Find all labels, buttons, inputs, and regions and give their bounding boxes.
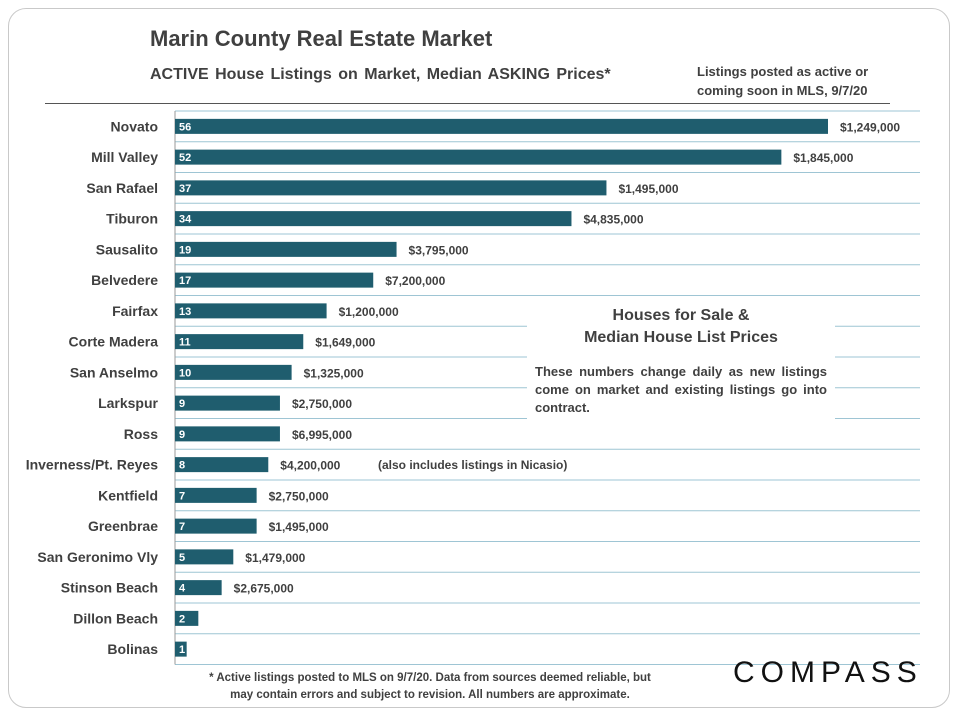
- bar: [175, 487, 257, 503]
- bar: [175, 272, 374, 288]
- bar: [175, 241, 397, 257]
- posted-date-note: Listings posted as active or coming soon…: [697, 62, 927, 100]
- bar: [175, 180, 607, 196]
- bar: [175, 364, 292, 380]
- bar: [175, 518, 257, 534]
- price-label: $1,249,000: [840, 120, 900, 134]
- bar-count-label: 13: [179, 306, 191, 318]
- bar: [175, 610, 199, 626]
- info-callout: Houses for Sale & Median House List Pric…: [527, 303, 835, 423]
- chart-subtitle: ACTIVE House Listings on Market, Median …: [150, 66, 611, 83]
- price-label: $4,200,000: [280, 459, 340, 473]
- bar-count-label: 19: [179, 244, 191, 256]
- chart-title: Marin County Real Estate Market: [150, 26, 493, 51]
- price-label: $2,675,000: [234, 582, 294, 596]
- posted-note-line-2: coming soon in MLS, 9/7/20: [697, 83, 868, 98]
- bar-count-label: 52: [179, 152, 191, 164]
- bar-count-label: 37: [179, 183, 191, 195]
- bar: [175, 641, 187, 657]
- bar-count-label: 1: [179, 644, 185, 656]
- bar: [175, 211, 572, 227]
- category-label: Corte Madera: [69, 334, 159, 350]
- price-label: $1,649,000: [315, 336, 375, 350]
- bar: [175, 334, 304, 350]
- bar-count-label: 4: [179, 583, 186, 595]
- category-label: Larkspur: [98, 395, 158, 411]
- nicasio-note: (also includes listings in Nicasio): [378, 458, 568, 472]
- category-label: Stinson Beach: [61, 580, 158, 596]
- bar-count-label: 8: [179, 460, 185, 472]
- footnote-line-2: may contain errors and subject to revisi…: [230, 689, 630, 701]
- category-label: Dillon Beach: [73, 610, 158, 626]
- category-label: San Anselmo: [70, 364, 158, 380]
- bar-count-label: 7: [179, 490, 185, 502]
- category-label: San Geronimo Vly: [37, 549, 158, 565]
- bar: [175, 395, 280, 411]
- footnote-line-1: * Active listings posted to MLS on 9/7/2…: [209, 672, 651, 684]
- bar-count-label: 34: [179, 214, 192, 226]
- category-label: Bolinas: [107, 641, 158, 657]
- price-label: $1,325,000: [304, 366, 364, 380]
- price-label: $1,495,000: [618, 182, 678, 196]
- category-label: Belvedere: [91, 272, 158, 288]
- bar: [175, 426, 280, 442]
- price-label: $1,479,000: [245, 551, 305, 565]
- category-label: Mill Valley: [91, 149, 158, 165]
- category-label: Kentfield: [98, 487, 158, 503]
- callout-body: These numbers change daily as new listin…: [535, 364, 827, 415]
- callout-heading-line-1: Houses for Sale &: [612, 307, 750, 324]
- bar: [175, 149, 782, 165]
- price-label: $7,200,000: [385, 274, 445, 288]
- bar-count-label: 9: [179, 429, 185, 441]
- price-label: $1,495,000: [269, 520, 329, 534]
- bar-count-label: 9: [179, 398, 185, 410]
- callout-heading-line-2: Median House List Prices: [584, 329, 778, 346]
- bar-count-label: 56: [179, 121, 191, 133]
- price-label: $4,835,000: [583, 213, 643, 227]
- category-label: Fairfax: [112, 303, 158, 319]
- category-label: San Rafael: [86, 180, 158, 196]
- category-label: Greenbrae: [88, 518, 158, 534]
- bar: [175, 580, 222, 596]
- bar-count-label: 2: [179, 613, 185, 625]
- bar: [175, 457, 269, 473]
- compass-logo: COMPASS: [733, 656, 923, 689]
- category-label: Novato: [111, 118, 158, 134]
- bar: [175, 303, 327, 319]
- category-label: Tiburon: [106, 211, 158, 227]
- category-label: Sausalito: [96, 241, 158, 257]
- price-label: $1,200,000: [339, 305, 399, 319]
- bar-count-label: 17: [179, 275, 191, 287]
- bar-count-label: 11: [179, 337, 191, 349]
- slide-frame: [8, 8, 950, 708]
- price-label: $2,750,000: [269, 489, 329, 503]
- price-label: $2,750,000: [292, 397, 352, 411]
- price-label: $3,795,000: [409, 243, 469, 257]
- bar-count-label: 7: [179, 521, 185, 533]
- bar-count-label: 10: [179, 367, 191, 379]
- footnote: * Active listings posted to MLS on 9/7/2…: [190, 670, 670, 704]
- bar: [175, 549, 234, 565]
- category-label: Inverness/Pt. Reyes: [26, 457, 159, 473]
- header-divider: [45, 103, 890, 104]
- callout-heading: Houses for Sale & Median House List Pric…: [535, 305, 827, 349]
- price-label: $6,995,000: [292, 428, 352, 442]
- bar-count-label: 5: [179, 552, 185, 564]
- price-label: $1,845,000: [793, 151, 853, 165]
- bar: [175, 118, 828, 134]
- category-label: Ross: [124, 426, 158, 442]
- posted-note-line-1: Listings posted as active or: [697, 64, 869, 79]
